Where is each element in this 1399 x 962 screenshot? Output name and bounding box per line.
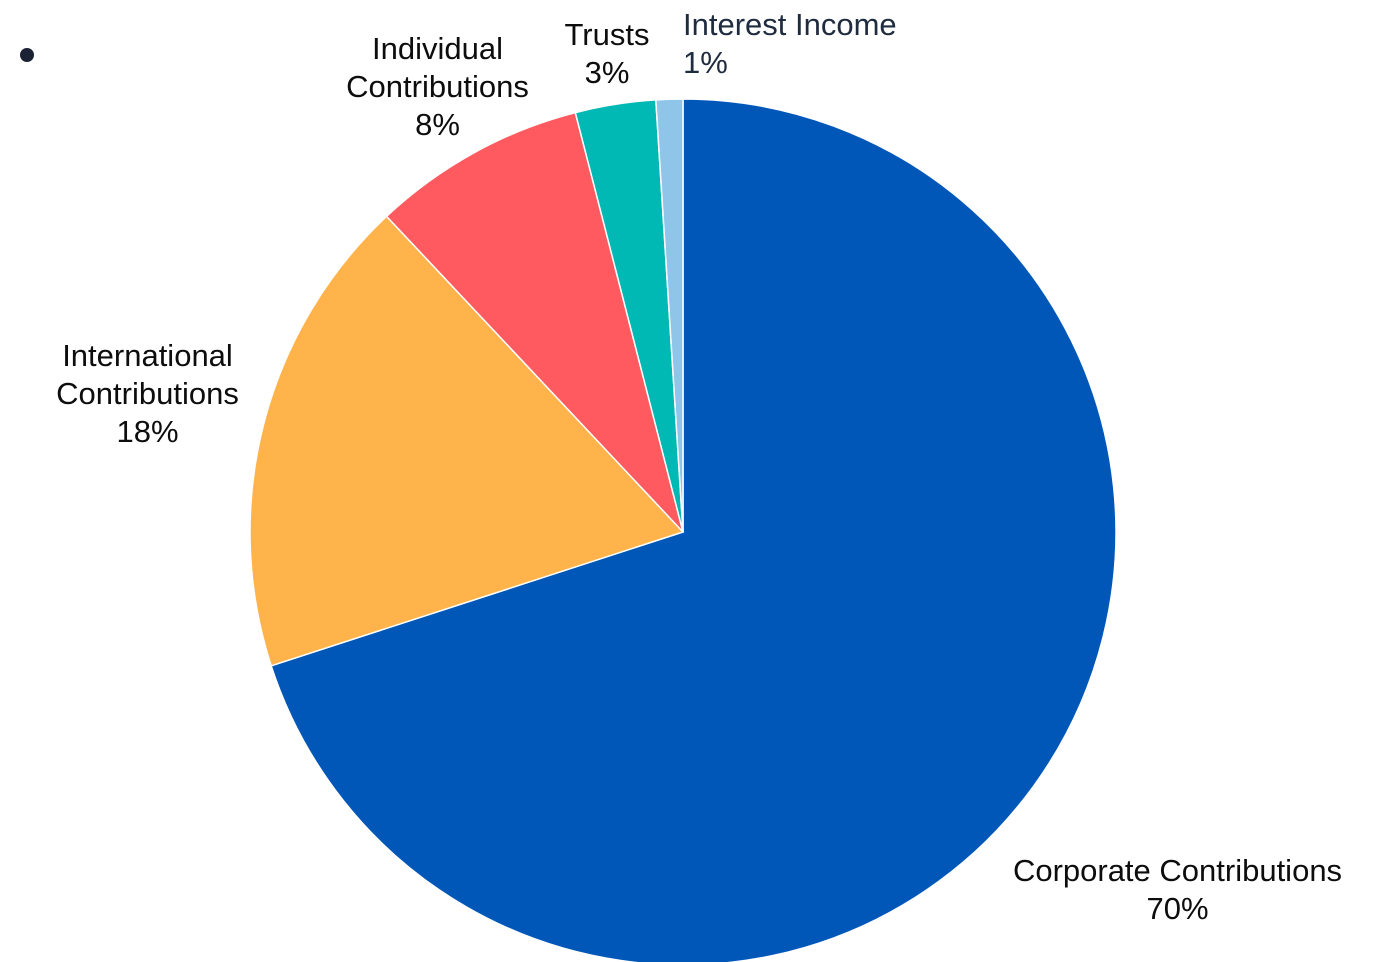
label-trusts: Trusts 3% [562, 16, 652, 92]
bullet-marker [20, 48, 34, 62]
label-international-contributions: International Contributions 18% [40, 337, 255, 451]
label-interest-income-name: Interest Income [683, 7, 897, 42]
pie-slice-individual-contributions [385, 111, 684, 533]
label-individual-contributions: Individual Contributions 8% [330, 30, 545, 144]
label-international-contributions-pct: 18% [116, 414, 179, 449]
label-trusts-pct: 3% [584, 55, 630, 90]
pie-slice-international-contributions [249, 215, 685, 667]
label-interest-income-pct: 1% [683, 45, 728, 80]
label-corporate-contributions-pct: 70% [1146, 891, 1209, 926]
label-interest-income: Interest Income 1% [683, 6, 897, 82]
label-international-contributions-name: International Contributions [56, 338, 239, 411]
label-trusts-name: Trusts [564, 17, 650, 52]
pie-slice-corporate-contributions [270, 98, 1117, 962]
label-corporate-contributions: Corporate Contributions 70% [990, 852, 1365, 928]
label-individual-contributions-pct: 8% [415, 107, 460, 142]
pie-slice-interest-income [655, 98, 684, 533]
label-individual-contributions-name: Individual Contributions [346, 31, 529, 104]
label-corporate-contributions-name: Corporate Contributions [1012, 853, 1343, 888]
